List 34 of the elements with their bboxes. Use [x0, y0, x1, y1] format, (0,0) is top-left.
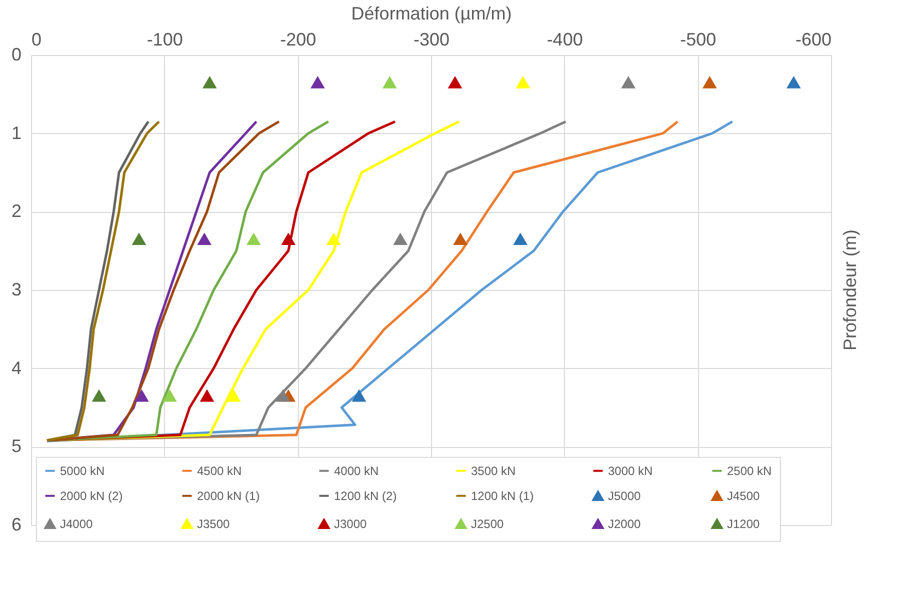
x-tick-label: -500 [680, 30, 716, 50]
y-tick-label: 0 [11, 44, 22, 64]
legend-label: 1200 kN (2) [334, 488, 397, 503]
legend-label: 5000 kN [60, 464, 105, 478]
x-tick-label: -400 [546, 30, 583, 50]
y-tick-label: 6 [11, 514, 22, 534]
legend-label: 2500 kN [727, 464, 772, 478]
legend-label: 1200 kN (1) [471, 488, 534, 503]
x-tick-label: 0 [32, 30, 42, 50]
legend-label: 4500 kN [197, 464, 242, 478]
legend-label: J2500 [471, 516, 504, 531]
x-tick-label: -600 [795, 30, 832, 50]
legend-label: J2000 [608, 516, 642, 531]
legend-label: 2000 kN (2) [60, 488, 123, 503]
y-tick-label: 3 [11, 280, 22, 300]
y-tick-label: 2 [11, 201, 22, 222]
legend-label: J4000 [60, 516, 94, 531]
y-tick-label: 4 [11, 358, 22, 378]
legend-label: J5000 [608, 488, 642, 503]
legend-label: 2000 kN (1) [197, 488, 260, 503]
legend-label: J3000 [334, 516, 368, 531]
legend-label: 4000 kN [334, 464, 379, 478]
y-tick-label: 1 [11, 122, 22, 143]
legend-label: 3500 kN [471, 464, 516, 478]
x-tick-label: -100 [146, 30, 183, 50]
legend-label: J3500 [197, 516, 230, 531]
x-tick-label: -200 [280, 30, 316, 50]
y-tick-label: 5 [11, 436, 22, 456]
legend-label: J1200 [727, 516, 760, 531]
y-axis-title: Profondeur (m) [840, 229, 860, 351]
x-tick-label: -300 [413, 30, 450, 50]
legend-label: 3000 kN [608, 464, 653, 478]
legend-label: J4500 [727, 488, 760, 503]
x-axis-title: Déformation (µm/m) [351, 4, 512, 24]
